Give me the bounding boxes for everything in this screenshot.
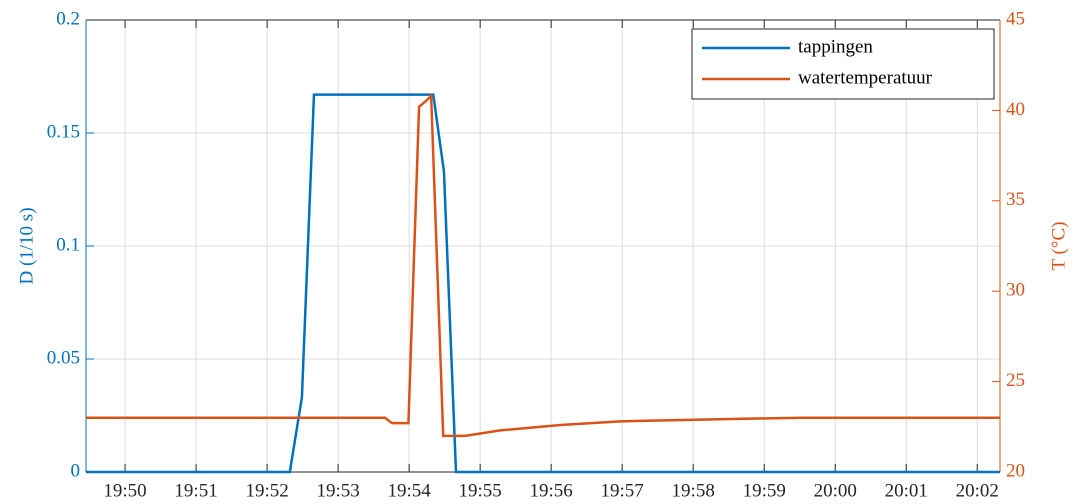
x-tick-label: 19:58 bbox=[672, 480, 715, 501]
y-axis-label: D (1/10 s) bbox=[16, 207, 37, 284]
y-tick-label: 0.2 bbox=[56, 8, 80, 29]
legend-label: watertemperatuur bbox=[798, 67, 933, 88]
x-tick-label: 19:54 bbox=[387, 480, 431, 501]
series-line bbox=[86, 93, 1000, 474]
x-tick-label: 20:00 bbox=[814, 480, 857, 501]
y2-axis-label: T (°C) bbox=[1048, 222, 1069, 271]
y-tick-label: 0.05 bbox=[47, 347, 80, 368]
series-line bbox=[86, 93, 1000, 438]
x-tick-label: 20:02 bbox=[956, 480, 999, 501]
x-tick-label: 19:50 bbox=[103, 480, 146, 501]
y-tick-label: 0 bbox=[71, 460, 81, 481]
y2-tick-label: 45 bbox=[1006, 8, 1025, 29]
y2-tick-label: 35 bbox=[1006, 189, 1025, 210]
x-tick-label: 19:51 bbox=[174, 480, 217, 501]
y2-tick-label: 20 bbox=[1006, 460, 1025, 481]
y-tick-label: 0.15 bbox=[47, 121, 80, 142]
x-tick-label: 19:56 bbox=[530, 480, 573, 501]
x-tick-label: 19:53 bbox=[316, 480, 359, 501]
y2-tick-label: 30 bbox=[1006, 280, 1025, 301]
y-tick-label: 0.1 bbox=[56, 234, 80, 255]
y2-tick-label: 40 bbox=[1006, 99, 1025, 120]
x-tick-label: 19:57 bbox=[601, 480, 644, 501]
x-tick-label: 19:52 bbox=[245, 480, 288, 501]
y2-tick-label: 25 bbox=[1006, 370, 1025, 391]
x-tick-label: 19:55 bbox=[459, 480, 502, 501]
legend-box bbox=[691, 28, 995, 100]
x-tick-label: 20:01 bbox=[885, 480, 928, 501]
legend-label: tappingen bbox=[798, 36, 873, 57]
x-tick-label: 19:59 bbox=[743, 480, 786, 501]
